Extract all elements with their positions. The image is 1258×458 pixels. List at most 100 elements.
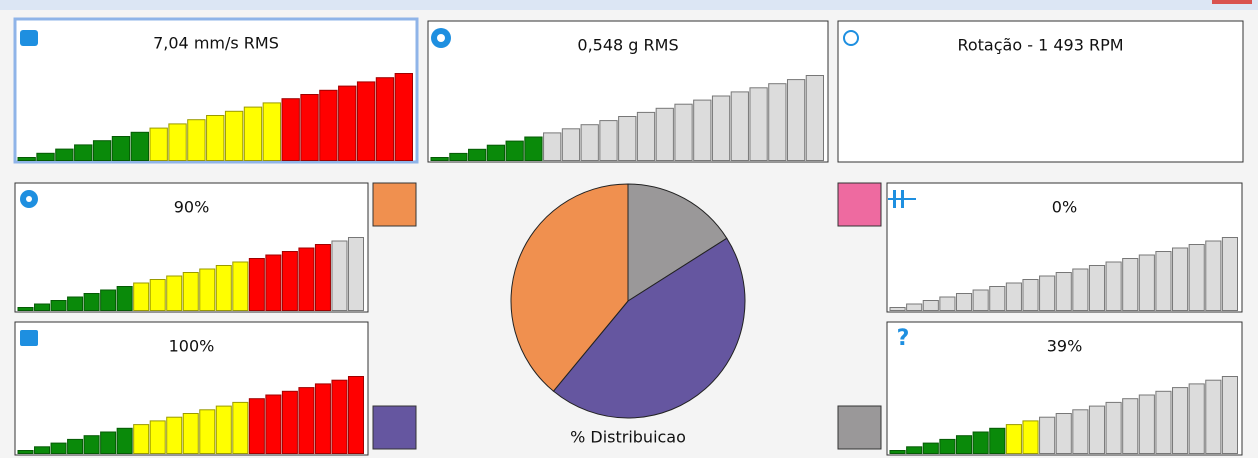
close-button[interactable]	[1212, 0, 1252, 4]
gauge-title: 7,04 mm/s RMS	[153, 34, 279, 53]
pie-slice	[627, 183, 728, 302]
legend-swatch	[372, 182, 417, 227]
gauge-bar	[989, 427, 1006, 454]
gauge-bar	[1155, 390, 1172, 454]
gauge-bar	[149, 127, 168, 162]
gauge-bar	[187, 119, 206, 161]
gauge-bar	[1072, 268, 1089, 311]
gauge-bar	[232, 261, 249, 311]
gauge-bar	[116, 427, 133, 454]
gauge-bar	[199, 409, 216, 454]
gauge-bar	[1122, 258, 1139, 311]
gauge-bar	[1072, 409, 1089, 454]
gauge-bar	[889, 450, 906, 454]
gauge-bar	[67, 438, 84, 454]
gauge-bar	[674, 103, 693, 161]
gauge-bar	[1039, 275, 1056, 311]
gauge-bar	[347, 237, 365, 311]
gauge-bar	[248, 398, 265, 455]
gauge-bar	[116, 286, 133, 311]
gauge-title: 0%	[1052, 198, 1077, 217]
gauge-bar	[636, 111, 656, 161]
gauge-bar	[1205, 379, 1222, 455]
gauge-bar	[768, 83, 787, 161]
gauge-bar	[1022, 279, 1039, 311]
gauge-bar	[972, 289, 989, 311]
gauge-bar	[298, 247, 315, 311]
gauge-bar	[1138, 394, 1155, 454]
gauge-bar	[298, 387, 315, 455]
gauge-bar	[730, 91, 749, 161]
gauge-bar	[922, 442, 939, 455]
gauge-bar	[182, 413, 199, 454]
gauge-bar	[224, 110, 244, 162]
gauge-bar	[505, 140, 524, 162]
gauge-bar	[133, 282, 150, 311]
pie-slice	[510, 183, 629, 392]
gauge-bar	[1055, 413, 1072, 454]
gauge-bar	[262, 102, 281, 161]
gauge-bar	[786, 79, 806, 161]
gauge-title: 39%	[1047, 337, 1083, 356]
motor-icon	[20, 30, 38, 46]
gauge-bar	[248, 258, 265, 311]
gauge-bar	[34, 303, 51, 311]
legend-swatch	[372, 405, 417, 450]
gauge-bar	[50, 442, 67, 455]
gauge-bar	[580, 124, 599, 161]
gauge-bar	[215, 265, 232, 311]
gauge-bar	[50, 300, 67, 311]
gauge-bar	[265, 254, 282, 311]
gauge-bar	[130, 131, 149, 162]
gauge-bar	[83, 435, 100, 455]
gauge-bar	[281, 390, 298, 454]
gauge-title: 0,548 g RMS	[577, 36, 678, 55]
gauge-bar	[149, 279, 166, 311]
gauge-bar	[1005, 282, 1022, 311]
unknown-icon: ?	[897, 326, 910, 351]
gauge-bar	[215, 405, 232, 455]
gauge-bar	[1188, 244, 1205, 311]
gauge-bar	[17, 157, 36, 161]
gauge-bar	[543, 132, 562, 161]
gauge-bar	[133, 424, 150, 455]
gauge-bar	[356, 81, 376, 161]
gauge-bar	[347, 376, 365, 454]
gauge-bar	[1022, 420, 1039, 454]
gauge-bar	[168, 123, 187, 161]
gauge-bar	[1172, 247, 1189, 311]
gauge-bar	[243, 106, 263, 161]
title-bar	[0, 0, 1258, 10]
pump-icon	[20, 330, 38, 346]
gauge-bar	[524, 136, 543, 161]
gauge-title: 100%	[169, 337, 215, 356]
gauge-bar	[805, 75, 825, 161]
gauge-bar	[561, 128, 581, 162]
gauge-bar	[711, 95, 731, 161]
gauge-bar	[83, 293, 100, 311]
gauge-bar	[199, 268, 216, 311]
gauge-bar	[314, 383, 331, 454]
gauge-bar	[1088, 405, 1106, 455]
gauge-bar	[468, 148, 487, 162]
gauge-bar	[1221, 376, 1239, 454]
gauge-bar	[599, 120, 618, 161]
gauge-bar	[1005, 424, 1022, 455]
gauge-bar	[906, 303, 923, 311]
gauge-bar	[922, 300, 939, 311]
gauge-bar	[331, 379, 348, 455]
gauge-bar	[1205, 240, 1222, 311]
gauge-bar	[1055, 272, 1072, 311]
pie-slice	[552, 237, 746, 419]
gauge-panel[interactable]	[837, 20, 1244, 163]
gauge-bar	[319, 89, 338, 161]
gauge-bar	[100, 289, 117, 311]
gauge-bar	[166, 416, 183, 455]
gauge-bar	[166, 275, 183, 311]
gauge-bar	[939, 438, 956, 454]
gauge-bar	[1138, 254, 1155, 311]
gauge-bar	[1172, 387, 1189, 455]
gauge-bar	[36, 152, 55, 162]
